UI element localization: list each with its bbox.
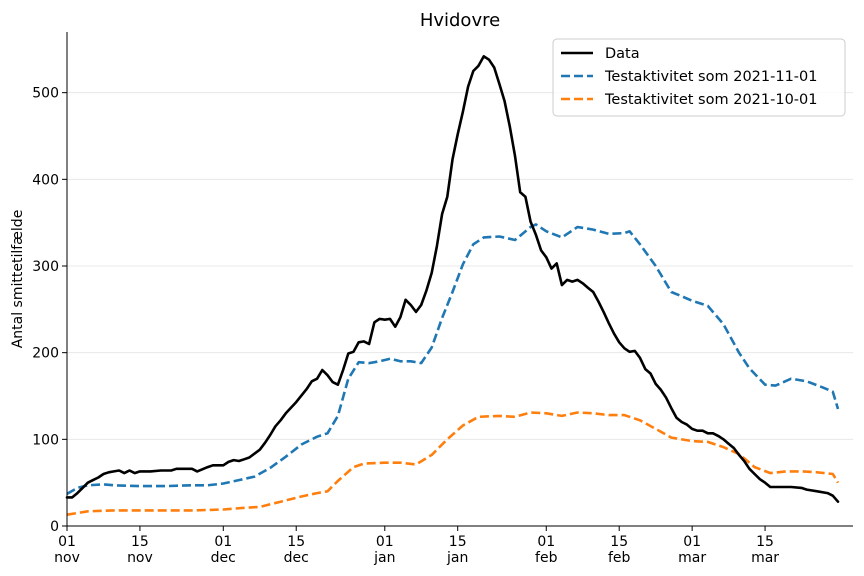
y-tick-label: 0: [50, 519, 59, 535]
y-ticks: 0 100 200 300 400 500: [32, 86, 67, 535]
y-tick-label: 300: [32, 259, 59, 275]
legend-box: [552, 38, 846, 117]
x-tick-label-month: feb: [608, 550, 631, 566]
y-tick-label: 100: [32, 432, 59, 448]
y-tick-label: 500: [32, 86, 59, 102]
y-tick-label: 400: [32, 172, 59, 188]
x-tick-label-day: 15: [449, 534, 467, 550]
axes: [66, 32, 853, 527]
x-tick-label-month: jan: [446, 550, 468, 566]
x-tick-label-day: 01: [683, 534, 701, 550]
x-tick-label-day: 01: [537, 534, 555, 550]
x-tick-label-day: 01: [376, 534, 394, 550]
legend-label: Testaktivitet som 2021-10-01: [604, 92, 818, 108]
x-tick-label-month: nov: [127, 550, 153, 566]
legend-label: Testaktivitet som 2021-11-01: [604, 69, 818, 85]
x-ticks: 01nov15nov01dec15dec01jan15jan01feb15feb…: [54, 526, 779, 566]
x-tick-label-month: jan: [373, 550, 395, 566]
series-line-3: [66, 411, 840, 516]
x-tick-label-month: mar: [751, 550, 779, 566]
series-layer: [65, 55, 840, 516]
x-tick-label-day: 15: [131, 534, 149, 550]
legend: Data Testaktivitet som 2021-11-01 Testakti…: [552, 38, 846, 117]
chart-title: Hvidovre: [420, 10, 500, 31]
y-axis-label: Antal smittetilfælde: [10, 210, 26, 349]
x-tick-label-day: 15: [756, 534, 774, 550]
legend-items: Data Testaktivitet som 2021-11-01 Testakti…: [561, 46, 818, 108]
x-tick-label-month: dec: [211, 550, 236, 566]
x-tick-label-month: feb: [535, 550, 558, 566]
series-line-2: [66, 223, 840, 496]
y-tick-label: 200: [32, 346, 59, 362]
x-tick-label-day: 15: [610, 534, 628, 550]
x-tick-label-day: 01: [58, 534, 76, 550]
x-tick-label-day: 15: [287, 534, 305, 550]
series-line-1: [65, 55, 840, 503]
x-tick-label-day: 01: [214, 534, 232, 550]
gridlines: [67, 92, 853, 440]
x-tick-label-month: dec: [284, 550, 309, 566]
x-tick-label-month: nov: [54, 550, 80, 566]
legend-label: Data: [605, 46, 640, 62]
x-tick-label-month: mar: [678, 550, 706, 566]
